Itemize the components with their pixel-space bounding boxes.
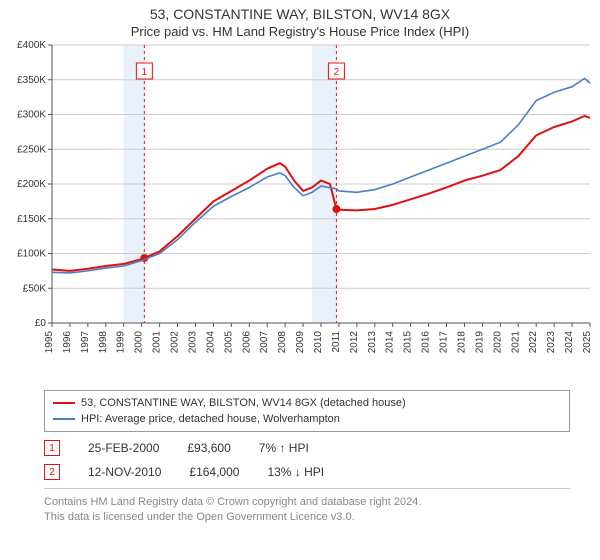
annotation-delta: 13% ↓ HPI bbox=[267, 465, 324, 479]
annotation-price: £164,000 bbox=[189, 465, 239, 479]
legend: 53, CONSTANTINE WAY, BILSTON, WV14 8GX (… bbox=[44, 390, 570, 432]
annotation-date: 25-FEB-2000 bbox=[88, 441, 159, 455]
svg-text:1999: 1999 bbox=[116, 331, 127, 354]
chart-title-line2: Price paid vs. HM Land Registry's House … bbox=[0, 24, 600, 39]
svg-text:£200K: £200K bbox=[17, 179, 46, 190]
svg-text:2007: 2007 bbox=[259, 331, 270, 354]
annotation-row: 1 25-FEB-2000 £93,600 7% ↑ HPI bbox=[44, 436, 570, 460]
svg-text:2014: 2014 bbox=[385, 331, 396, 354]
annotations-table: 1 25-FEB-2000 £93,600 7% ↑ HPI 2 12-NOV-… bbox=[44, 436, 570, 484]
annotation-date: 12-NOV-2010 bbox=[88, 465, 161, 479]
svg-text:1998: 1998 bbox=[98, 331, 109, 354]
svg-text:2016: 2016 bbox=[421, 331, 432, 354]
svg-text:2018: 2018 bbox=[456, 331, 467, 354]
svg-text:1995: 1995 bbox=[44, 331, 55, 354]
chart-plot: £0 £50K £100K £150K £200K £250K £300K £350K £400… bbox=[0, 39, 600, 384]
svg-text:2006: 2006 bbox=[241, 331, 252, 354]
footer-line: This data is licensed under the Open Gov… bbox=[44, 510, 570, 525]
svg-text:£50K: £50K bbox=[23, 283, 47, 294]
svg-text:2017: 2017 bbox=[439, 331, 450, 354]
svg-text:1: 1 bbox=[142, 67, 148, 78]
legend-swatch bbox=[53, 402, 75, 404]
svg-text:2022: 2022 bbox=[528, 331, 539, 354]
footer-line: Contains HM Land Registry data © Crown c… bbox=[44, 495, 570, 510]
svg-text:2025: 2025 bbox=[582, 331, 593, 354]
svg-text:2013: 2013 bbox=[367, 331, 378, 354]
svg-text:2019: 2019 bbox=[474, 331, 485, 354]
legend-swatch bbox=[53, 418, 75, 420]
svg-text:2: 2 bbox=[334, 67, 340, 78]
svg-text:2012: 2012 bbox=[349, 331, 360, 354]
svg-text:2000: 2000 bbox=[134, 331, 145, 354]
svg-text:2011: 2011 bbox=[331, 331, 342, 353]
svg-text:1996: 1996 bbox=[62, 331, 73, 354]
svg-text:2002: 2002 bbox=[170, 331, 181, 354]
legend-label: HPI: Average price, detached house, Wolv… bbox=[81, 413, 340, 425]
legend-label: 53, CONSTANTINE WAY, BILSTON, WV14 8GX (… bbox=[81, 397, 406, 409]
svg-text:2003: 2003 bbox=[187, 331, 198, 354]
chart-container: 53, CONSTANTINE WAY, BILSTON, WV14 8GX P… bbox=[0, 0, 600, 525]
annotation-delta: 7% ↑ HPI bbox=[259, 441, 309, 455]
annotation-price: £93,600 bbox=[187, 441, 230, 455]
svg-text:2005: 2005 bbox=[223, 331, 234, 354]
chart-svg: £0 £50K £100K £150K £200K £250K £300K £350K £400… bbox=[0, 39, 600, 379]
svg-text:2015: 2015 bbox=[403, 331, 414, 354]
svg-text:2004: 2004 bbox=[205, 331, 216, 354]
annotation-row: 2 12-NOV-2010 £164,000 13% ↓ HPI bbox=[44, 460, 570, 484]
svg-text:2009: 2009 bbox=[295, 331, 306, 354]
annotation-marker-icon: 2 bbox=[44, 464, 60, 480]
svg-text:£150K: £150K bbox=[17, 214, 46, 225]
legend-item: HPI: Average price, detached house, Wolv… bbox=[53, 411, 561, 427]
annotation-marker-icon: 1 bbox=[44, 440, 60, 456]
svg-text:2021: 2021 bbox=[510, 331, 521, 354]
footer: Contains HM Land Registry data © Crown c… bbox=[44, 488, 570, 525]
svg-text:2024: 2024 bbox=[564, 331, 575, 354]
svg-text:2001: 2001 bbox=[152, 331, 163, 354]
svg-text:£300K: £300K bbox=[17, 110, 46, 121]
svg-text:2023: 2023 bbox=[546, 331, 557, 354]
chart-title-line1: 53, CONSTANTINE WAY, BILSTON, WV14 8GX bbox=[0, 6, 600, 22]
svg-text:£100K: £100K bbox=[17, 249, 46, 260]
svg-text:2010: 2010 bbox=[313, 331, 324, 354]
svg-text:£0: £0 bbox=[35, 318, 47, 329]
legend-item: 53, CONSTANTINE WAY, BILSTON, WV14 8GX (… bbox=[53, 395, 561, 411]
svg-text:£350K: £350K bbox=[17, 75, 46, 86]
svg-text:1997: 1997 bbox=[80, 331, 91, 354]
svg-text:£400K: £400K bbox=[17, 40, 46, 51]
svg-text:£250K: £250K bbox=[17, 144, 46, 155]
svg-text:2008: 2008 bbox=[277, 331, 288, 354]
svg-text:2020: 2020 bbox=[492, 331, 503, 354]
chart-titles: 53, CONSTANTINE WAY, BILSTON, WV14 8GX P… bbox=[0, 0, 600, 39]
